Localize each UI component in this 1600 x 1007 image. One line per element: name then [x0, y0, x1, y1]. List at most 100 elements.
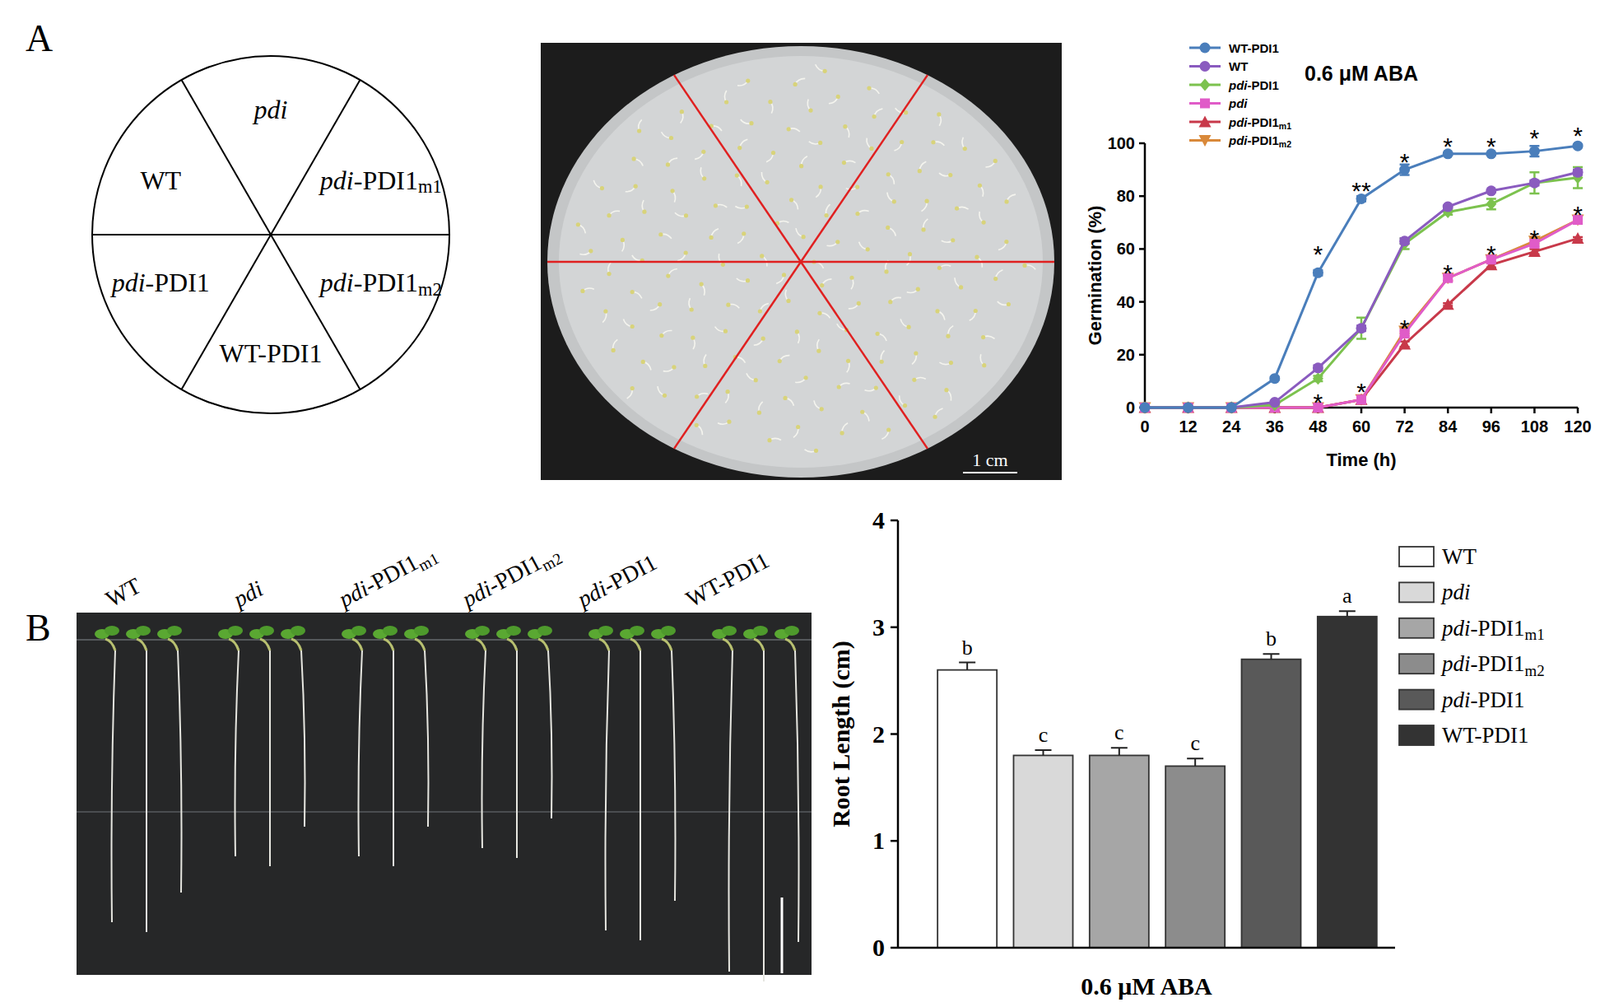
cotyledon [753, 625, 768, 636]
legend-label: pdi-PDI1 [1440, 687, 1526, 712]
seed [748, 120, 754, 126]
seed [620, 237, 625, 242]
seed [606, 213, 611, 218]
seed [580, 288, 585, 294]
seed [813, 448, 819, 453]
seed [911, 377, 917, 382]
y-tick-label: 1 [872, 826, 885, 854]
y-tick-label: 100 [1107, 134, 1135, 153]
seed [683, 250, 689, 255]
data-point [1529, 176, 1540, 190]
data-point [1139, 402, 1151, 414]
seedling-label: WT-PDI1 [681, 547, 773, 613]
plate-grid [76, 638, 812, 641]
significance-mark: * [1486, 132, 1497, 160]
seed [724, 99, 729, 104]
seedling-label: pdi-PDI1m1 [332, 539, 442, 615]
cotyledon [382, 625, 398, 636]
data-point [1312, 372, 1324, 385]
data-point [1572, 167, 1584, 178]
data-point [1181, 402, 1195, 414]
seed [846, 358, 851, 363]
seed [1006, 302, 1011, 307]
root [177, 650, 182, 893]
x-tick [1490, 407, 1494, 414]
seed [913, 351, 918, 356]
seed [588, 248, 593, 253]
seed [720, 262, 726, 267]
layout-label: pdi-PDI1m1 [318, 165, 442, 198]
dish [547, 46, 1055, 478]
legend-label: pdi-PDI1m2 [1440, 651, 1545, 680]
seed [671, 364, 676, 369]
seed [885, 225, 890, 230]
series-line [1144, 238, 1578, 408]
seed [856, 301, 861, 306]
hypocotyl [722, 638, 733, 651]
y-tick [890, 946, 898, 949]
seed [1004, 199, 1009, 204]
error-bar [1111, 747, 1128, 755]
data-point [1442, 201, 1454, 213]
seed [713, 203, 718, 208]
hypocotyl [414, 638, 425, 651]
root [482, 650, 487, 848]
significance-letter: c [1190, 730, 1200, 755]
layout-label: WT-PDI1 [218, 338, 322, 368]
scale-bar [781, 897, 784, 973]
seed [993, 276, 998, 281]
hypocotyl [136, 638, 147, 651]
seed [630, 386, 635, 391]
layout-label: pdi-PDI1m2 [318, 268, 442, 301]
x-tick-label: 36 [1265, 417, 1284, 436]
seed [699, 282, 704, 287]
bar [1013, 754, 1073, 948]
data-point [1269, 372, 1280, 384]
x-tick-label: 108 [1520, 417, 1549, 436]
root [795, 650, 800, 942]
y-tick [1139, 353, 1145, 357]
seed [916, 287, 921, 292]
bar [1089, 754, 1149, 948]
seed [690, 335, 695, 340]
chart-title: 0.6 μM ABA [1304, 61, 1419, 85]
significance-mark: * [1530, 224, 1540, 252]
cotyledon [351, 625, 367, 636]
legend-marker [1199, 134, 1212, 147]
seed [888, 299, 893, 304]
seed [723, 329, 728, 334]
seed [641, 359, 646, 364]
error-bar [1572, 167, 1583, 189]
x-tick-label: 48 [1308, 417, 1327, 436]
seed [974, 255, 979, 260]
seed [932, 414, 937, 419]
seed [576, 222, 581, 227]
y-tick [890, 732, 898, 735]
layout-label: pdi-PDI1 [110, 268, 210, 298]
seedling-label: pdi-PDI1 [571, 548, 661, 613]
seed [973, 308, 978, 313]
seed [981, 334, 986, 340]
data-point [1225, 401, 1238, 414]
data-point [1139, 402, 1152, 414]
seed [981, 219, 987, 224]
y-tick [1139, 247, 1145, 251]
seed [777, 358, 782, 363]
legend-label: pdi [1440, 579, 1471, 605]
seed [886, 172, 891, 177]
x-tick-label: 72 [1395, 417, 1414, 436]
cotyledon [660, 625, 676, 636]
x-axis-label: 0.6 μM ABA [1080, 972, 1213, 1000]
hypocotyl [228, 638, 239, 651]
seed [669, 188, 675, 193]
x-axis [897, 946, 1396, 949]
plot-area [1139, 140, 1585, 414]
seed [860, 409, 865, 414]
legend-swatch [1399, 725, 1434, 745]
cotyledon [290, 625, 306, 636]
seed [657, 302, 662, 307]
root [762, 650, 765, 982]
root [358, 650, 363, 856]
seed [993, 158, 998, 163]
seed [767, 99, 773, 104]
